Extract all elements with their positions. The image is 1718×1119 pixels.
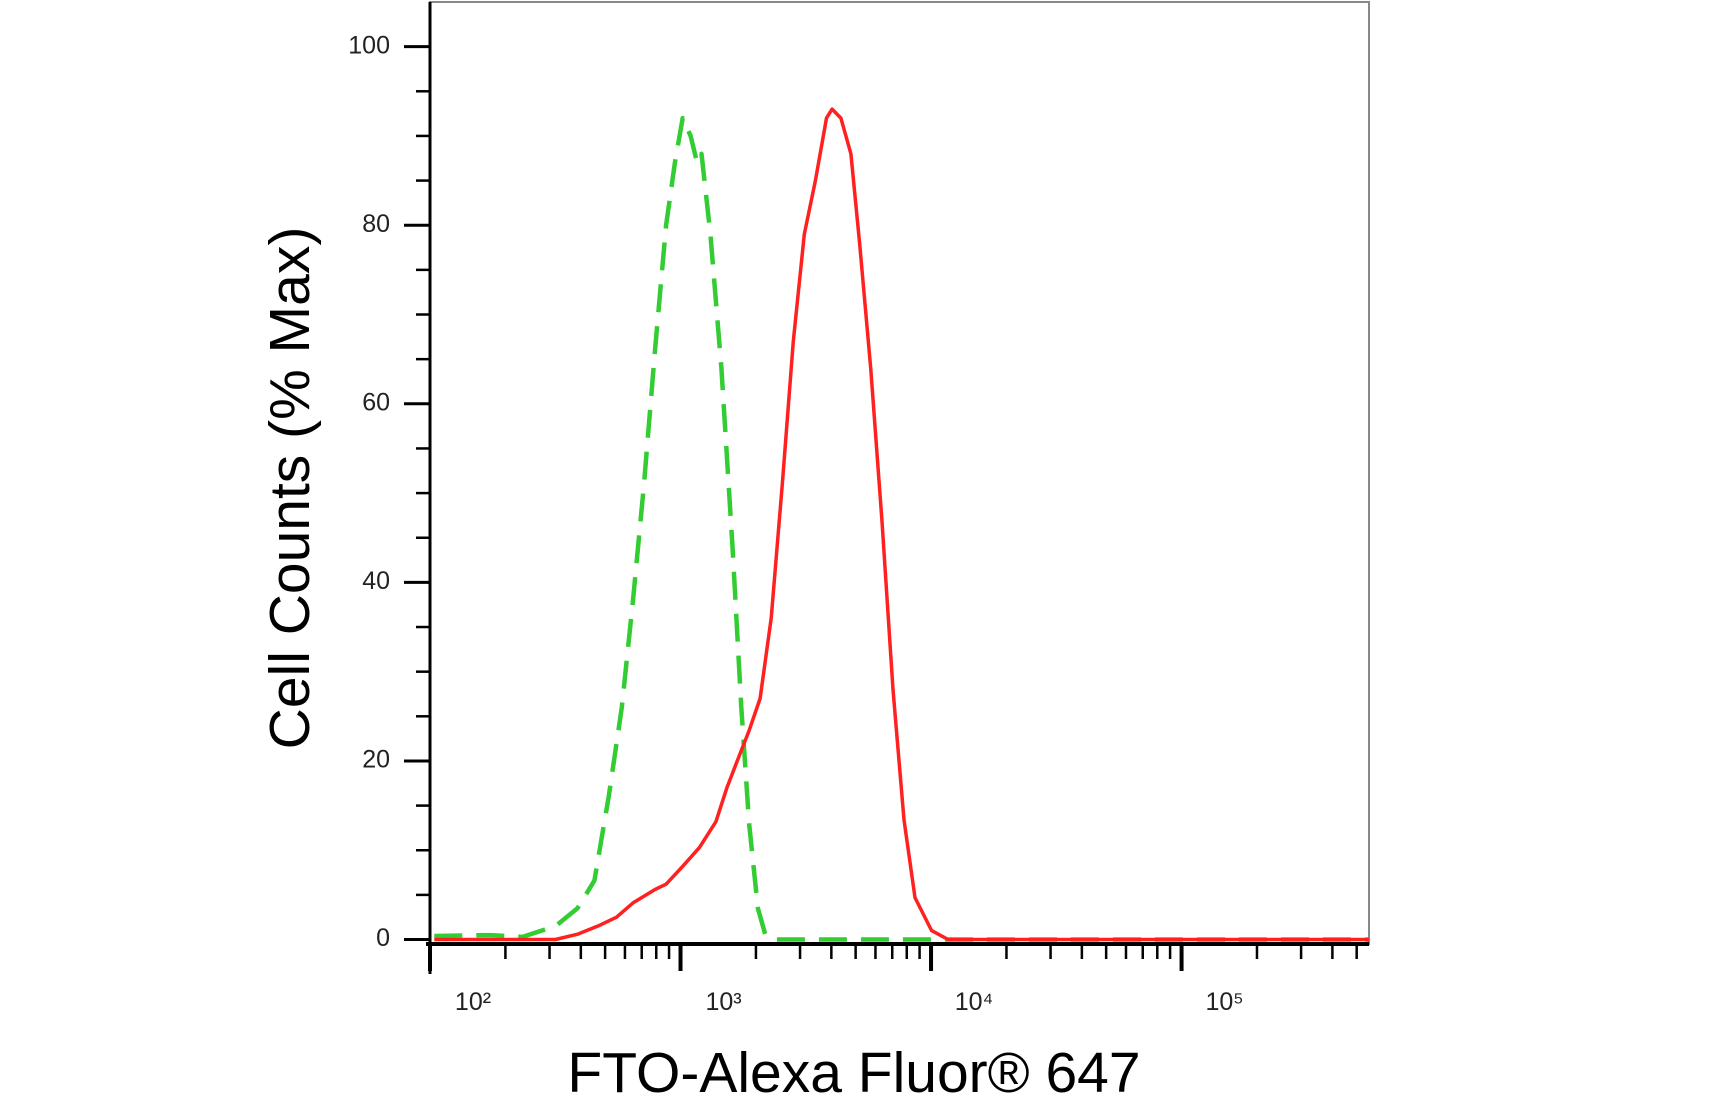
y-tick-label: 80 — [362, 210, 390, 238]
x-axis-title: FTO-Alexa Fluor® 647 — [567, 1041, 1140, 1105]
y-tick-label: 100 — [348, 31, 390, 59]
x-tick-label: 10² — [455, 988, 491, 1016]
y-tick-label: 40 — [362, 567, 390, 595]
y-tick-label: 0 — [376, 924, 390, 952]
y-tick-label: 20 — [362, 746, 390, 774]
x-tick-label: 10⁵ — [1205, 988, 1243, 1016]
plot-frame — [429, 1, 1370, 945]
x-tick-label: 10⁴ — [955, 988, 994, 1016]
series-line — [434, 115, 1369, 942]
series-line — [434, 107, 1369, 942]
x-tick-label: 10³ — [705, 988, 741, 1016]
y-tick-label: 60 — [362, 388, 390, 416]
y-axis-title: Cell Counts (% Max) — [258, 227, 322, 750]
